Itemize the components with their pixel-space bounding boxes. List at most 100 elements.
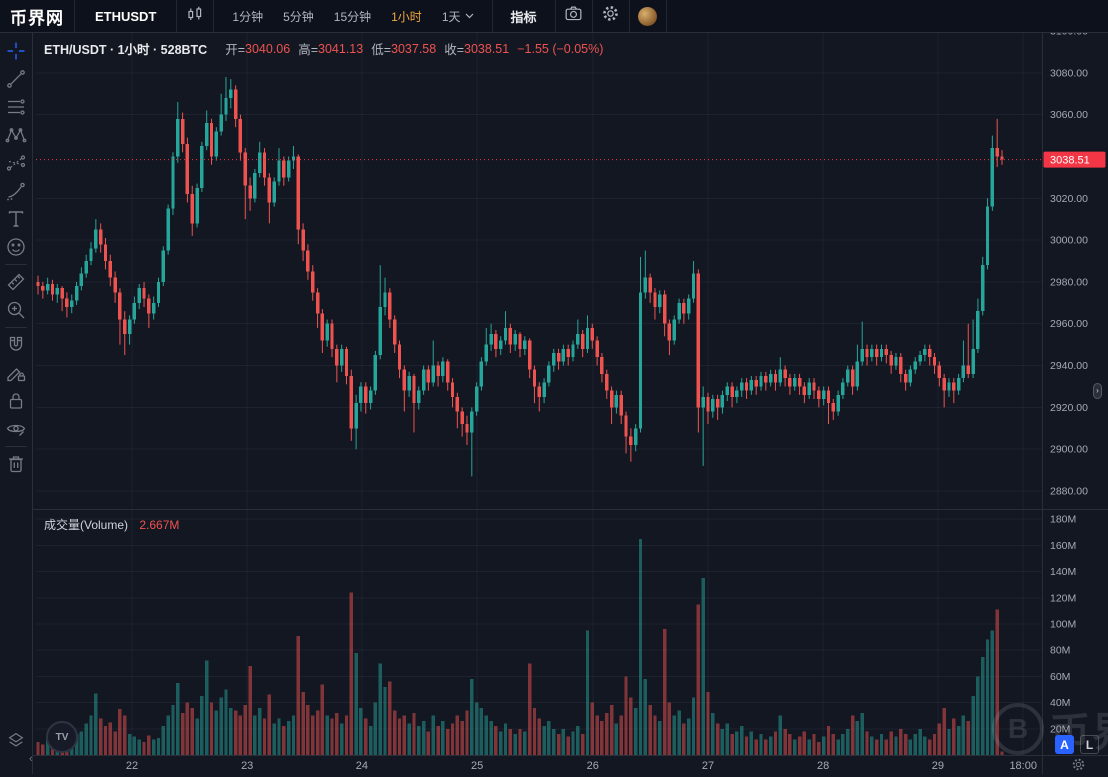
- object-tree-button[interactable]: [2, 726, 30, 754]
- brush-tool-button[interactable]: [2, 177, 30, 205]
- divider: [554, 0, 556, 32]
- svg-text:23: 23: [241, 760, 253, 772]
- tf-1day-label: 1天: [441, 9, 461, 24]
- auto-scale-button[interactable]: A: [1055, 735, 1074, 754]
- grid-lines: [36, 33, 1042, 755]
- log-scale-button[interactable]: L: [1080, 735, 1099, 754]
- tf-5min-button[interactable]: 5分钟: [283, 9, 314, 24]
- svg-text:2900.00: 2900.00: [1050, 444, 1088, 456]
- hide-all-tool-button[interactable]: [2, 415, 30, 443]
- divider: [213, 0, 215, 32]
- svg-text:160M: 160M: [1050, 540, 1076, 552]
- screenshot-button[interactable]: [556, 0, 592, 32]
- svg-text:2960.00: 2960.00: [1050, 318, 1088, 330]
- divider: [591, 0, 593, 32]
- emoji-tool-button[interactable]: [2, 233, 30, 261]
- divider: [176, 0, 178, 32]
- low-label: 低=: [371, 43, 392, 57]
- svg-text:22: 22: [126, 760, 138, 772]
- legend-title[interactable]: ETH/USDT · 1小时 · 528BTC: [44, 43, 208, 57]
- svg-text:20M: 20M: [1050, 723, 1070, 735]
- collapse-toolbar-icon[interactable]: ‹: [29, 753, 33, 765]
- svg-text:40M: 40M: [1050, 697, 1070, 709]
- open-value: 3040.06: [245, 41, 291, 56]
- svg-text:2920.00: 2920.00: [1050, 402, 1088, 414]
- magnet-icon: [5, 334, 27, 356]
- last-price-label: 3038.51: [1043, 151, 1106, 168]
- axis-labels: 3100.003080.003060.003020.003000.002980.…: [126, 26, 1088, 773]
- measure-tool-button[interactable]: [2, 268, 30, 296]
- xabcd-pattern-tool-button[interactable]: [2, 121, 30, 149]
- account-button[interactable]: [630, 0, 666, 32]
- price-scale-mode-buttons: A L: [1055, 735, 1099, 754]
- chart-style-button[interactable]: [177, 0, 213, 32]
- svg-text:3020.00: 3020.00: [1050, 193, 1088, 205]
- tf-1day-button[interactable]: 1天: [432, 0, 484, 32]
- high-label: 高=: [298, 43, 319, 57]
- svg-text:3038.51: 3038.51: [1050, 154, 1090, 166]
- close-label: 收=: [444, 43, 465, 57]
- tf-15min-button[interactable]: 15分钟: [333, 9, 372, 24]
- brush-icon: [5, 180, 27, 202]
- lock-all-tool-button[interactable]: [2, 387, 30, 415]
- divider: [665, 0, 667, 32]
- tf-1hour-button[interactable]: 1小时: [391, 9, 422, 24]
- high-value: 3041.13: [318, 41, 364, 56]
- svg-text:3000.00: 3000.00: [1050, 235, 1088, 247]
- drawing-toolbar: [0, 33, 33, 774]
- ohlc-legend: ETH/USDT · 1小时 · 528BTC 开= 3040.06 高= 3041…: [44, 39, 603, 58]
- horizontal-lines-tool-button[interactable]: [2, 93, 30, 121]
- forecast-tool-button[interactable]: [2, 149, 30, 177]
- gear-icon: [601, 4, 620, 28]
- svg-text:140M: 140M: [1050, 566, 1076, 578]
- svg-text:3060.00: 3060.00: [1050, 109, 1088, 121]
- svg-text:18:00: 18:00: [1009, 760, 1037, 772]
- lock-icon: [5, 390, 27, 412]
- forecast-icon: [5, 152, 27, 174]
- volume-legend: 成交量(Volume) 2.667M: [44, 516, 179, 533]
- gear-icon: [1072, 758, 1085, 771]
- zoom-in-icon: [5, 299, 27, 321]
- svg-text:180M: 180M: [1050, 514, 1076, 526]
- indicators-button[interactable]: 指标: [510, 9, 537, 25]
- trend-line-tool-button[interactable]: [2, 65, 30, 93]
- open-label: 开=: [225, 43, 246, 57]
- settings-button[interactable]: [593, 0, 629, 32]
- svg-text:60M: 60M: [1050, 671, 1070, 683]
- horizontal-lines-icon: [5, 96, 27, 118]
- ruler-icon: [5, 271, 27, 293]
- candlestick-style-icon: [186, 5, 204, 28]
- volume-value: 2.667M: [139, 518, 180, 532]
- text-tool-button[interactable]: [2, 205, 30, 233]
- site-logo[interactable]: 币界网: [10, 8, 64, 28]
- crosshair-tool-button[interactable]: [2, 37, 30, 65]
- text-icon: [5, 208, 27, 230]
- tf-1min-button[interactable]: 1分钟: [232, 9, 264, 24]
- divider: [628, 0, 630, 32]
- svg-text:3080.00: 3080.00: [1050, 67, 1088, 79]
- eye-icon: [5, 418, 27, 440]
- svg-text:2880.00: 2880.00: [1050, 485, 1088, 497]
- price-scale-handle[interactable]: ›: [1093, 383, 1102, 399]
- time-axis-settings-button[interactable]: [1071, 757, 1086, 772]
- zoom-in-tool-button[interactable]: [2, 296, 30, 324]
- symbol-button[interactable]: ETHUSDT: [95, 8, 157, 24]
- svg-text:29: 29: [932, 760, 944, 772]
- tradingview-logo[interactable]: TV: [46, 721, 78, 753]
- pencil-lock-icon: [5, 362, 27, 384]
- svg-text:120M: 120M: [1050, 592, 1076, 604]
- remove-all-tool-button[interactable]: [2, 450, 30, 478]
- topbar: 币界网 ETHUSDT 1分钟 5分钟 15分钟 1小时 1天 指标: [0, 0, 1108, 33]
- trash-icon: [5, 453, 27, 475]
- volume-label[interactable]: 成交量(Volume): [44, 518, 129, 532]
- drawing-lock-tool-button[interactable]: [2, 359, 30, 387]
- candles: [36, 76, 1004, 477]
- svg-text:24: 24: [356, 760, 368, 772]
- svg-text:27: 27: [702, 760, 714, 772]
- change-value: −1.55 (−0.05%): [517, 41, 604, 56]
- magnet-tool-button[interactable]: [2, 331, 30, 359]
- svg-text:26: 26: [587, 760, 599, 772]
- svg-text:2980.00: 2980.00: [1050, 276, 1088, 288]
